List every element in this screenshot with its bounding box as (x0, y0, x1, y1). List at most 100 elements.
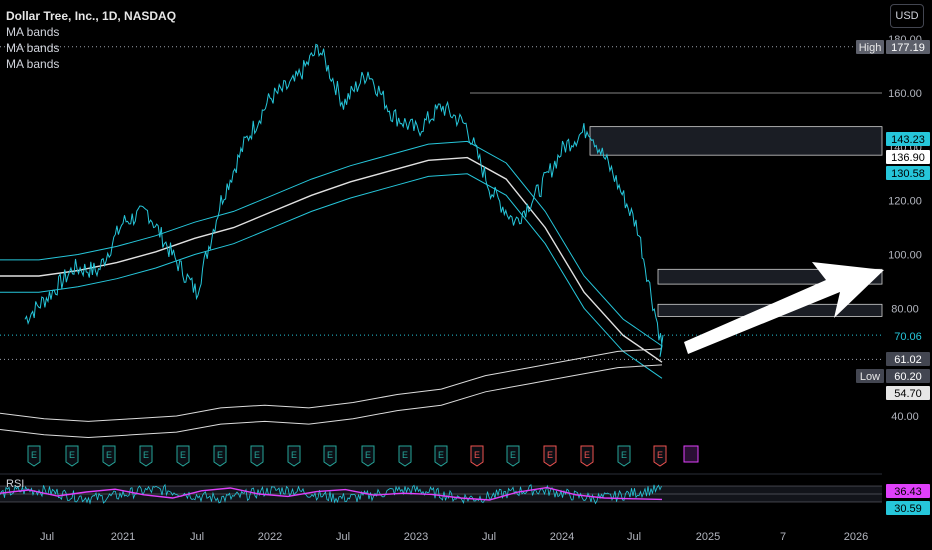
y-tick-label: 100.00 (888, 250, 922, 262)
rsi-badge-2 (886, 501, 930, 515)
earnings-label: E (547, 450, 553, 460)
x-tick-label: 2026 (844, 531, 868, 543)
earnings-icon (398, 445, 412, 467)
indicator-label[interactable]: MA bands (6, 25, 60, 39)
low-badge-value: 60.20 (894, 371, 922, 383)
x-tick-label: 2021 (111, 531, 135, 543)
badge-136-value: 136.90 (891, 152, 925, 164)
y-tick-label: 120.00 (888, 196, 922, 208)
earnings-icon (139, 445, 153, 467)
earnings-icon (653, 445, 667, 467)
x-tick-label: Jul (627, 531, 641, 543)
earnings-label: E (180, 450, 186, 460)
earnings-label: E (474, 450, 480, 460)
earnings-icon (65, 445, 79, 467)
badge-54 (886, 386, 930, 400)
x-tick-label: 2025 (696, 531, 720, 543)
ma-bands (0, 140, 663, 439)
symbol-title[interactable]: Dollar Tree, Inc., 1D, NASDAQ (6, 9, 177, 23)
earnings-icon (27, 445, 41, 467)
x-tick-label: 7 (780, 531, 786, 543)
earnings-icon (543, 445, 557, 467)
high-badge-tag-label: High (859, 42, 882, 54)
badge-54-value: 54.70 (894, 388, 922, 400)
earnings-label: E (291, 450, 297, 460)
y-tick-label: 40.00 (891, 411, 919, 423)
ma-lower-band (0, 173, 663, 379)
zone-box-upper (589, 126, 883, 156)
earnings-label: E (365, 450, 371, 460)
price-series (24, 43, 664, 357)
earnings-icon (361, 445, 375, 467)
earnings-label: E (254, 450, 260, 460)
earnings-icon (506, 445, 520, 467)
earnings-label: E (143, 450, 149, 460)
ma-long-upper (0, 348, 663, 422)
rsi-pane (0, 473, 882, 505)
price-badges: High 177.19 143.23 136.90 130.58 70.06 61.02 Lo… (856, 40, 930, 515)
y-tick-label: 80.00 (891, 303, 919, 315)
upcoming-earnings-icon (683, 445, 699, 463)
earnings-icon (176, 445, 190, 467)
badge-130 (886, 166, 930, 180)
earnings-label: E (438, 450, 444, 460)
earnings-label: E (510, 450, 516, 460)
rsi-label[interactable]: RSI (6, 478, 25, 490)
up-arrow (684, 262, 884, 354)
rsi-ma-line (0, 486, 663, 501)
annotation-arrow (684, 262, 884, 354)
earnings-label: E (584, 450, 590, 460)
earnings-icon (434, 445, 448, 467)
badge-130-value: 130.58 (891, 168, 925, 180)
earnings-label: E (106, 450, 112, 460)
earnings-label: E (402, 450, 408, 460)
rsi-badge-1-value: 36.43 (894, 486, 922, 498)
horizontal-levels (0, 46, 883, 360)
time-axis: Jul 2021 Jul 2022 Jul 2023 Jul 2024 Jul 2025 7 2026 (40, 531, 868, 543)
x-tick-label: 2024 (550, 531, 574, 543)
high-badge (886, 40, 930, 54)
earnings-icon (617, 445, 631, 467)
price-line (24, 43, 664, 357)
badge-61-value: 61.02 (894, 354, 922, 366)
x-tick-label: 2023 (404, 531, 428, 543)
y-tick-label: 160.00 (888, 88, 922, 100)
last-price-badge (886, 329, 930, 343)
x-tick-label: Jul (482, 531, 496, 543)
earnings-icon (580, 445, 594, 467)
high-badge-tag (856, 40, 884, 54)
earnings-label: E (327, 450, 333, 460)
earnings-icon (287, 445, 301, 467)
x-tick-label: Jul (336, 531, 350, 543)
earnings-icon (102, 445, 116, 467)
earnings-label: E (31, 450, 37, 460)
currency-button[interactable]: USD (890, 4, 924, 28)
ma-mid-line (0, 156, 663, 363)
earnings-label: E (621, 450, 627, 460)
x-tick-label: Jul (190, 531, 204, 543)
earnings-icon (250, 445, 264, 467)
badge-143-value: 143.23 (891, 134, 925, 146)
low-badge-tag-label: Low (860, 371, 880, 383)
high-badge-value: 177.19 (891, 42, 925, 54)
badge-143 (886, 132, 930, 146)
low-badge-tag (856, 369, 884, 383)
earnings-icon (213, 445, 227, 467)
x-tick-label: Jul (40, 531, 54, 543)
earnings-label: E (69, 450, 75, 460)
indicator-label[interactable]: MA bands (6, 41, 60, 55)
earnings-label: E (657, 450, 663, 460)
chart-header: Dollar Tree, Inc., 1D, NASDAQ MA bands M… (6, 8, 176, 72)
earnings-label: E (217, 450, 223, 460)
badge-136 (886, 150, 930, 164)
rsi-badge-1 (886, 484, 930, 498)
x-tick-label: 2022 (258, 531, 282, 543)
low-badge (886, 369, 930, 383)
ma-upper-band (0, 140, 663, 347)
earnings-icon (323, 445, 337, 467)
indicator-label[interactable]: MA bands (6, 57, 60, 71)
rsi-badge-2-value: 30.59 (894, 503, 922, 515)
earnings-icon (470, 445, 484, 467)
